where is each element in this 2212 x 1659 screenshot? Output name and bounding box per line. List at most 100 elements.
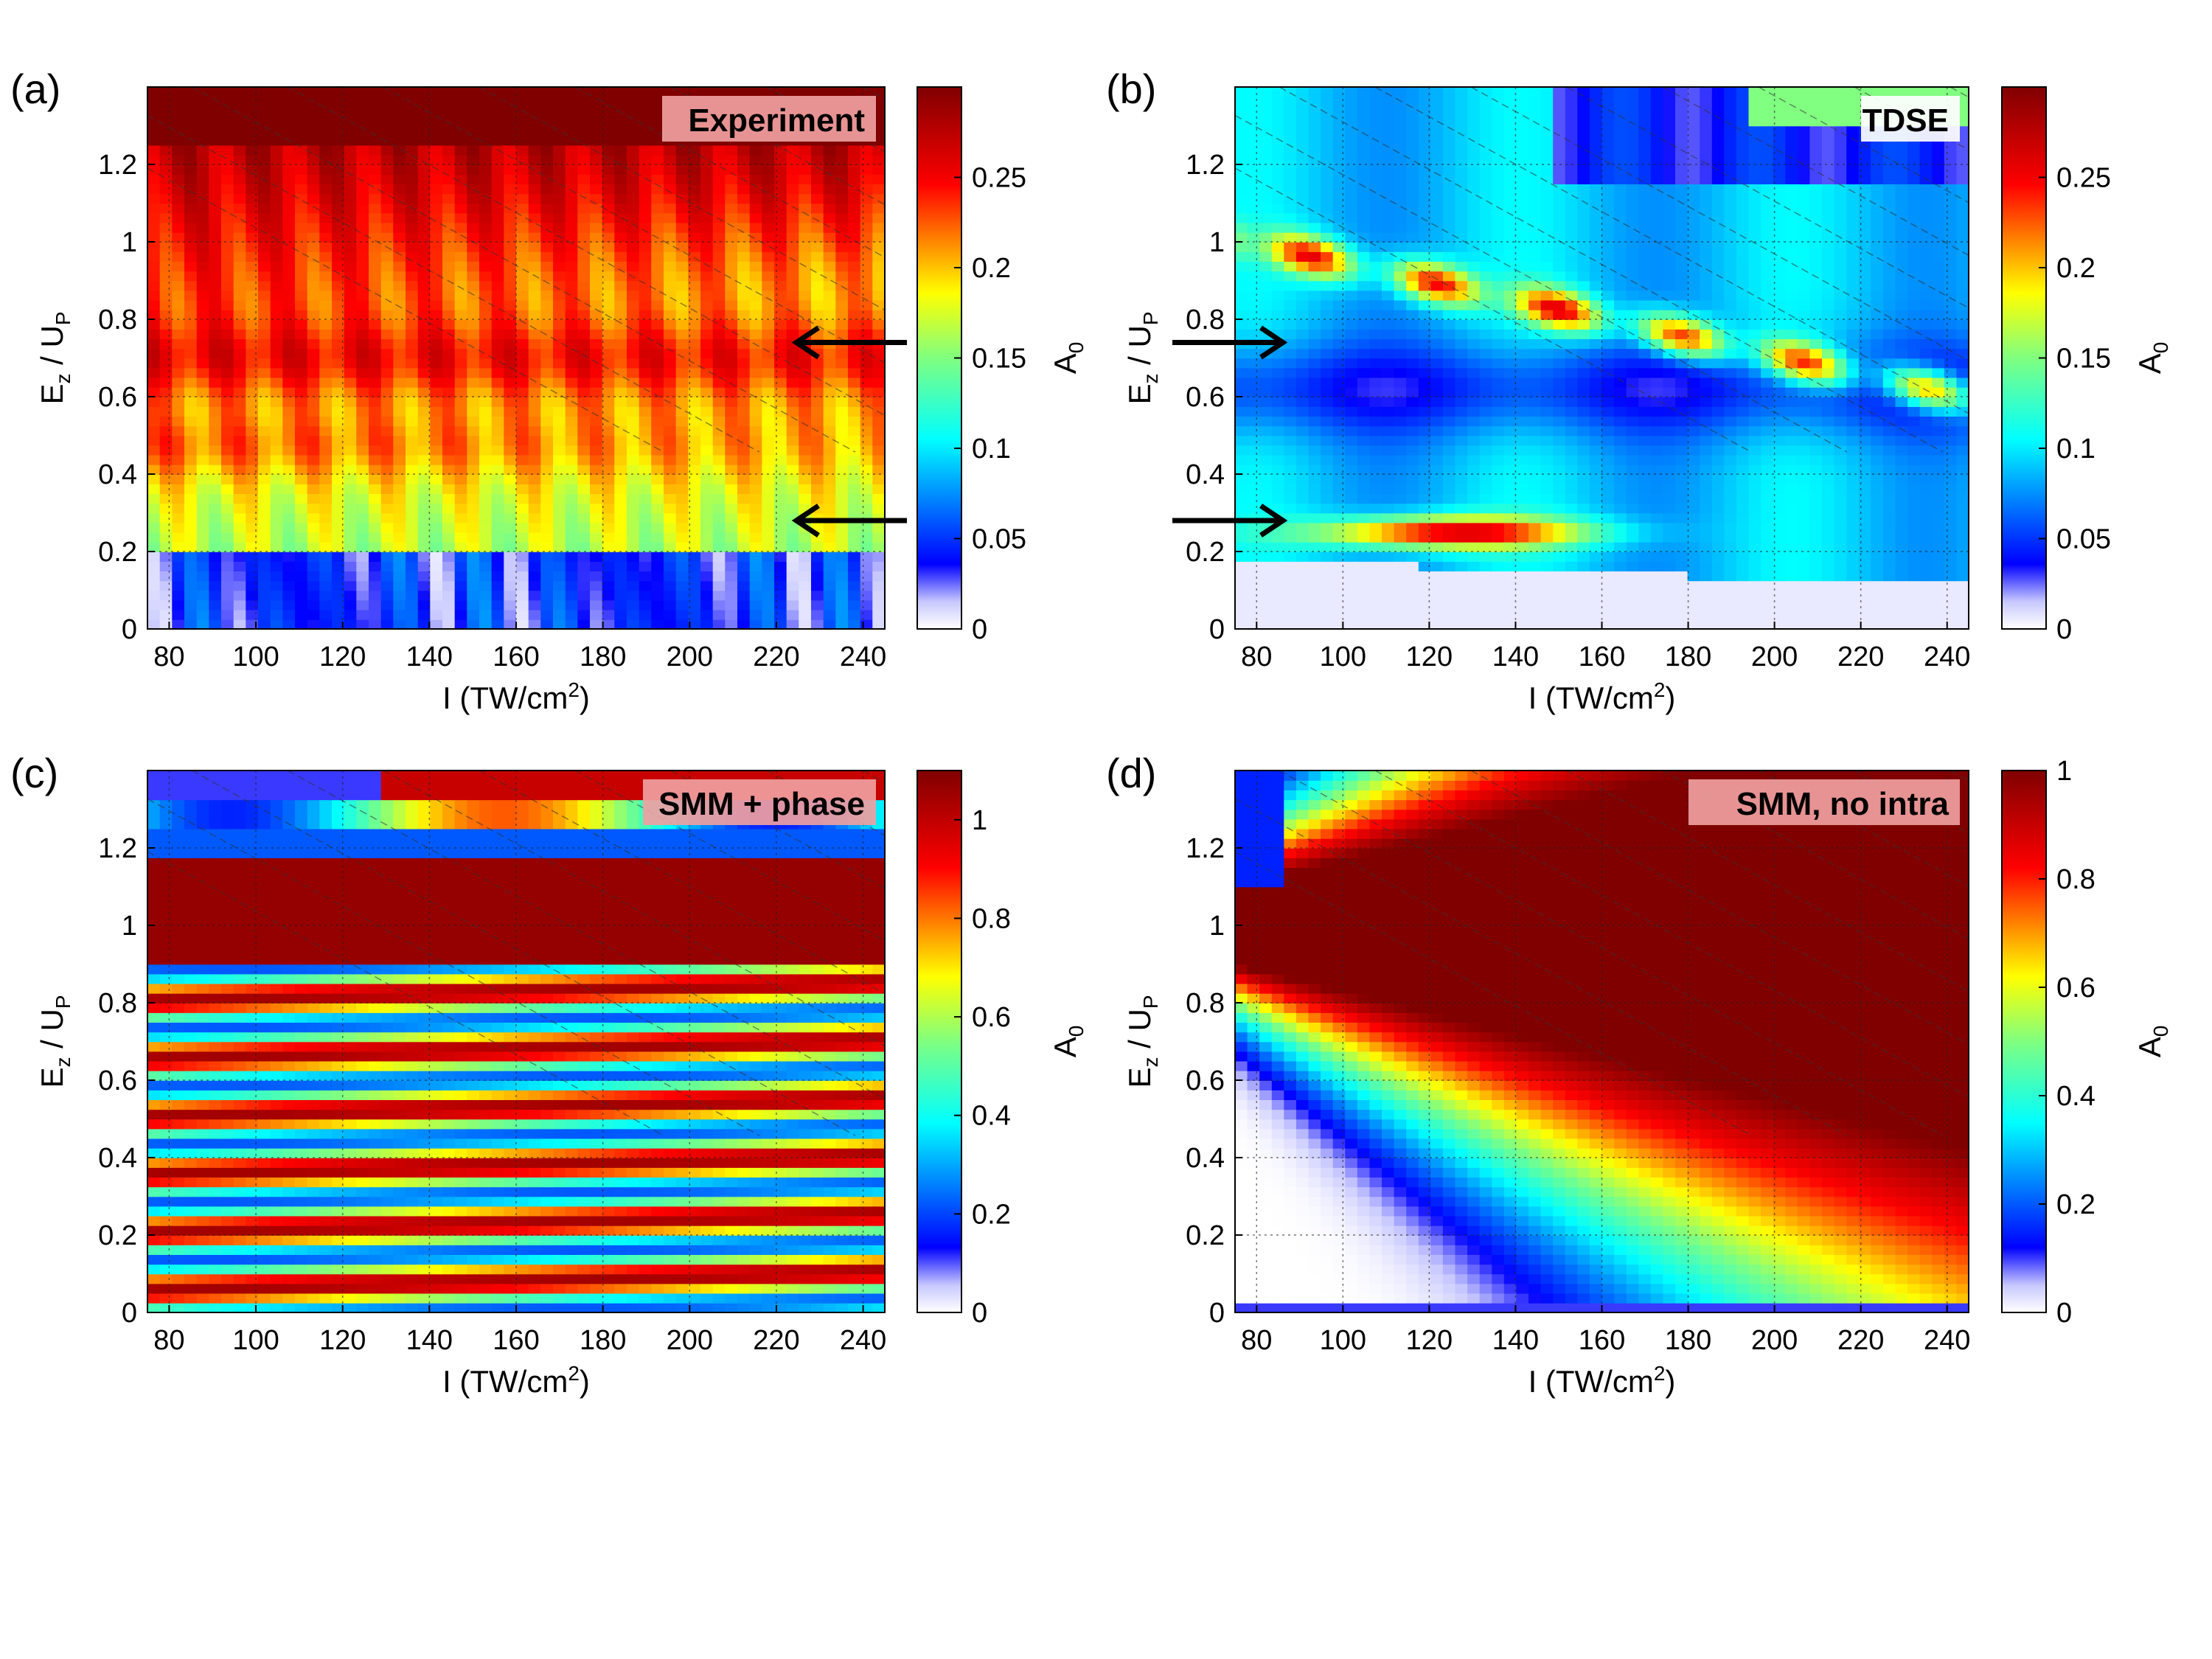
heatmap-cell: [627, 532, 640, 543]
heatmap-cell: [147, 261, 161, 272]
heatmap-cell: [319, 552, 333, 562]
heatmap-cell: [1259, 280, 1273, 291]
heatmap-cell: [872, 397, 886, 407]
heatmap-cell: [1332, 541, 1346, 552]
heatmap-cell: [1295, 609, 1310, 620]
heatmap-cell: [614, 280, 627, 291]
heatmap-cell: [430, 493, 443, 504]
heatmap-cell: [1479, 454, 1493, 465]
heatmap-cell: [1369, 377, 1382, 388]
heatmap-cell: [491, 338, 505, 349]
heatmap-cell: [688, 493, 701, 504]
heatmap-cell: [1430, 232, 1444, 243]
heatmap-cell: [184, 222, 198, 233]
heatmap-cell: [1406, 203, 1419, 214]
heatmap-cell: [590, 435, 603, 446]
heatmap-cell: [209, 145, 222, 156]
heatmap-cell: [1528, 271, 1542, 282]
heatmap-cell: [712, 338, 726, 349]
heatmap-cell: [614, 397, 627, 407]
heatmap-cell: [774, 329, 787, 339]
heatmap-cell: [184, 232, 198, 243]
heatmap-cell: [356, 512, 369, 524]
heatmap-cell: [380, 232, 394, 243]
heatmap-cell: [614, 435, 627, 446]
heatmap-cell: [1492, 106, 1505, 117]
heatmap-cell: [307, 416, 321, 427]
heatmap-cell: [1430, 251, 1444, 262]
heatmap-cell: [270, 416, 284, 427]
heatmap-cell: [307, 261, 321, 272]
heatmap-cell: [614, 561, 627, 571]
heatmap-cell: [737, 164, 751, 175]
heatmap-cell: [1492, 609, 1505, 620]
heatmap-cell: [1430, 541, 1444, 552]
heatmap-cell: [762, 232, 775, 243]
heatmap-cell: [762, 599, 775, 611]
heatmap-cell: [1332, 280, 1346, 291]
heatmap-cell: [1332, 377, 1346, 388]
heatmap-cell: [430, 203, 443, 214]
heatmap-cell: [627, 416, 640, 427]
heatmap-cell: [774, 87, 787, 97]
heatmap-cell: [1369, 87, 1382, 97]
heatmap-cell: [1503, 445, 1517, 456]
heatmap-cell: [282, 106, 296, 117]
heatmap-cell: [467, 445, 480, 456]
heatmap-cell: [406, 145, 419, 156]
heatmap-cell: [1369, 348, 1382, 359]
heatmap-cell: [356, 561, 369, 571]
heatmap-cell: [553, 541, 566, 552]
heatmap-cell: [1382, 609, 1395, 620]
heatmap-cell: [454, 454, 468, 465]
heatmap-cell: [295, 599, 308, 611]
heatmap-cell: [1442, 541, 1456, 552]
heatmap-cell: [1369, 145, 1382, 156]
heatmap-cell: [725, 174, 738, 184]
heatmap-cell: [246, 367, 259, 378]
heatmap-cell: [737, 242, 751, 252]
heatmap-cell: [282, 232, 296, 243]
heatmap-cell: [184, 512, 198, 524]
heatmap-cell: [380, 251, 394, 262]
heatmap-cell: [1442, 184, 1456, 195]
heatmap-cell: [1271, 474, 1285, 484]
heatmap-cell: [1442, 619, 1456, 630]
heatmap-cell: [774, 193, 787, 204]
heatmap-cell: [209, 377, 222, 388]
heatmap-cell: [700, 164, 714, 175]
heatmap-cell: [553, 397, 566, 407]
heatmap-cell: [737, 367, 751, 378]
heatmap-cell: [577, 125, 591, 136]
heatmap-cell: [1406, 503, 1419, 514]
heatmap-cell: [172, 416, 185, 427]
heatmap-cell: [700, 280, 714, 291]
heatmap-cell: [774, 541, 787, 552]
heatmap-cell: [1382, 445, 1395, 456]
heatmap-cell: [1259, 425, 1273, 437]
heatmap-cell: [1430, 193, 1444, 204]
heatmap-cell: [700, 571, 714, 582]
heatmap-cell: [553, 193, 566, 204]
heatmap-cell: [1430, 609, 1444, 620]
heatmap-cell: [356, 174, 369, 184]
heatmap-cell: [553, 425, 566, 437]
heatmap-cell: [258, 425, 271, 437]
heatmap-cell: [712, 416, 726, 427]
heatmap-cell: [1332, 261, 1346, 272]
heatmap-cell: [479, 309, 493, 320]
heatmap-cell: [1345, 232, 1358, 243]
heatmap-cell: [627, 406, 640, 417]
heatmap-cell: [725, 503, 738, 514]
heatmap-cell: [590, 522, 603, 533]
heatmap-cell: [737, 599, 751, 611]
heatmap-cell: [1271, 571, 1285, 582]
heatmap-cell: [860, 493, 874, 504]
heatmap-cell: [1479, 212, 1493, 223]
heatmap-cell: [1492, 561, 1505, 571]
heatmap-cell: [639, 116, 653, 127]
heatmap-cell: [491, 174, 505, 184]
heatmap-cell: [430, 242, 443, 252]
heatmap-cell: [811, 609, 824, 620]
heatmap-cell: [516, 445, 529, 456]
